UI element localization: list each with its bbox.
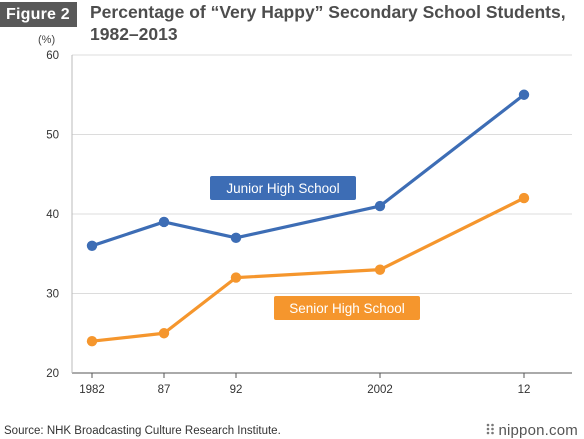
chart-title: Percentage of “Very Happy” Secondary Sch… [90,1,580,45]
data-point [158,328,170,339]
series-label-box [274,296,420,320]
series-label: Junior High School [210,176,356,200]
data-point [518,89,530,100]
data-point [230,232,242,244]
chart-footer: Source: NHK Broadcasting Culture Researc… [0,412,584,439]
x-tick-label: 87 [158,384,171,396]
chart-title-line-1: Percentage of “Very Happy” Secondary Sch… [90,2,566,22]
data-point [86,336,98,347]
y-tick-label: 50 [46,130,59,142]
chart-title-line-2: 1982–2013 [90,24,178,44]
series-label-text: Junior High School [226,181,339,196]
x-tick-label: 1982 [79,384,105,396]
data-point [230,272,242,283]
series-label-box [210,176,356,200]
x-tick-label: 92 [230,384,243,396]
figure-label: Figure 2 [0,2,77,27]
x-tick-label: 2002 [367,384,393,396]
brand-dots-icon [487,423,495,435]
y-tick-label: 20 [46,368,59,380]
data-point [158,216,170,228]
data-point [518,192,530,204]
y-tick-label: 60 [46,50,59,62]
series-label: Senior High School [274,296,420,320]
brand-name: nippon.com [498,422,578,439]
data-point [86,240,98,251]
y-tick-label: 30 [46,289,59,301]
data-point [374,200,386,212]
data-point [374,264,386,275]
y-tick-label: 40 [46,209,59,221]
chart-header: Figure 2 Percentage of “Very Happy” Seco… [0,0,584,46]
series-label-text: Senior High School [289,301,405,316]
brand-logo: nippon.com [486,422,578,439]
line-chart: 20 30 40 50 60 1982 87 92 2002 12 Junior High Scho… [46,50,572,396]
x-tick-label: 12 [518,384,531,396]
series-line [91,93,525,248]
y-axis-unit-label: (%) [38,34,56,46]
source-note: Source: NHK Broadcasting Culture Researc… [4,425,281,437]
